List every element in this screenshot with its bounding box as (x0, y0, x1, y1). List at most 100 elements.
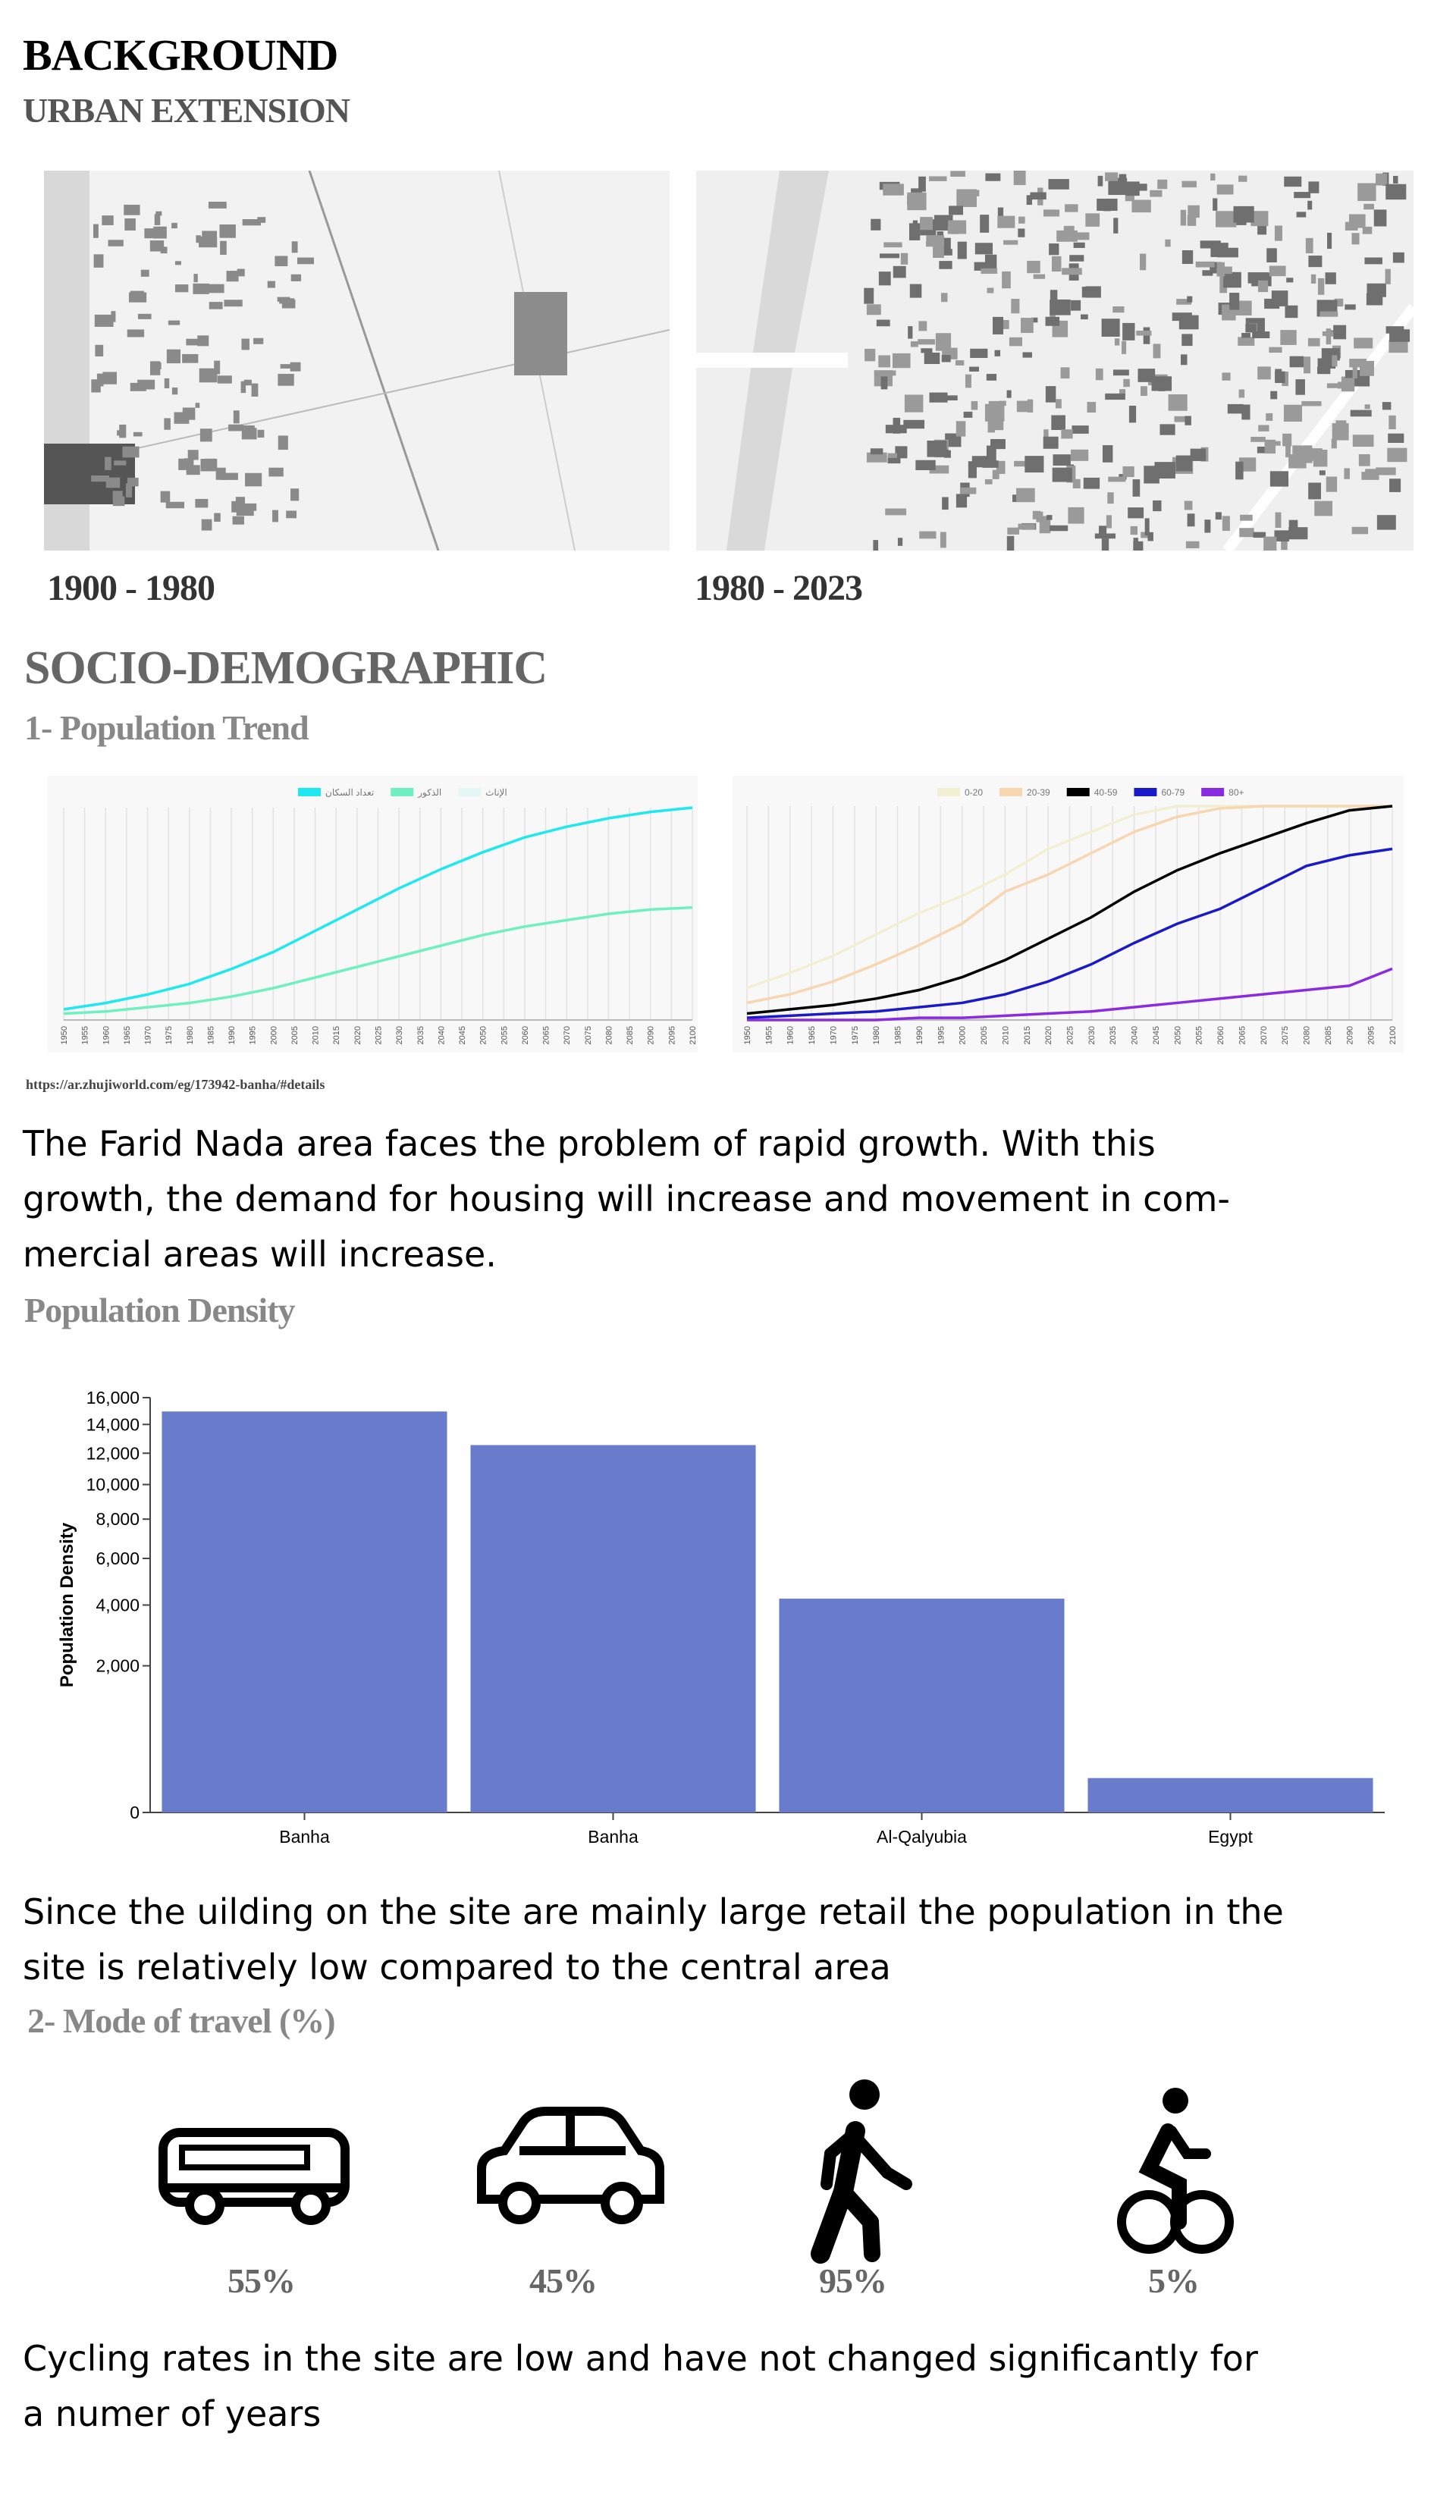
legend-label: 40-59 (1094, 787, 1118, 798)
x-tick-label: 2020 (353, 1026, 362, 1044)
x-tick-label: 2065 (1238, 1026, 1247, 1044)
paragraph-line: Since the uilding on the site are mainly… (23, 1891, 1284, 1932)
x-tick-label: 1975 (165, 1026, 174, 1044)
x-tick-label: 1995 (937, 1026, 946, 1044)
paragraph: Cycling rates in the site are low and ha… (23, 2331, 1258, 2442)
legend-swatch (391, 788, 414, 796)
series-line (746, 805, 1392, 1005)
x-tick-label: 2100 (689, 1026, 698, 1044)
x-tick-label: 2015 (1023, 1026, 1032, 1044)
x-tick-label: 2095 (667, 1026, 676, 1044)
paragraph-line: site is relatively low compared to the c… (23, 1947, 891, 1988)
x-tick-label: 2100 (1389, 1026, 1398, 1044)
x-tick-label: Banha (588, 1827, 639, 1847)
x-tick-label: 2050 (479, 1026, 488, 1044)
section-subtitle: 1- Population Trend (24, 708, 309, 747)
bar-chart: 0 2,000 4,000 6,000 8,000 10,000 12,000 14,000 1… (57, 1388, 1385, 1847)
x-tick-label: Banha (279, 1827, 330, 1847)
legend-swatch (1134, 788, 1157, 796)
x-tick-label: 2080 (1303, 1026, 1312, 1044)
legend-label: 80+ (1228, 787, 1244, 798)
x-tick-label: 2035 (1109, 1026, 1118, 1044)
x-tick-label: 2020 (1044, 1026, 1053, 1044)
series-line (747, 967, 1393, 1021)
bar (779, 1599, 1065, 1812)
x-tick-label: 2080 (604, 1026, 613, 1044)
x-tick-label: 2070 (563, 1026, 572, 1044)
x-tick-label: Al-Qalyubia (877, 1827, 967, 1847)
legend-swatch (1066, 788, 1090, 796)
x-tick-label: 1965 (808, 1026, 817, 1044)
x-tick-label: 2055 (1195, 1026, 1204, 1044)
series-line (746, 805, 1393, 1015)
title: BACKGROUND (23, 30, 338, 80)
car-icon (477, 2107, 664, 2224)
x-tick-label: Egypt (1208, 1827, 1253, 1847)
bar (162, 1411, 447, 1812)
x-tick-label: 1970 (144, 1026, 153, 1044)
mode-percent: 55% (228, 2261, 296, 2300)
x-tick-label: 2060 (1216, 1026, 1225, 1044)
y-tick-label: 2,000 (96, 1656, 140, 1676)
subtitle: URBAN EXTENSION (23, 91, 350, 130)
travel-icons (158, 2079, 1234, 2264)
walk-icon (811, 2079, 912, 2264)
x-tick-label: 1990 (228, 1026, 237, 1044)
x-tick-label: 2040 (1131, 1026, 1140, 1044)
section-subtitle: 2- Mode of travel (%) (27, 2001, 336, 2040)
map-new (696, 171, 1414, 551)
legend-swatch (1201, 788, 1225, 796)
legend-label: 60-79 (1161, 787, 1185, 798)
y-tick-label: 8,000 (96, 1509, 140, 1529)
map-label: 1900 - 1980 (47, 568, 215, 608)
x-tick-label: 2040 (437, 1026, 446, 1044)
bike-icon (1117, 2088, 1234, 2254)
x-tick-label: 2050 (1173, 1026, 1182, 1044)
x-tick-label: 2010 (1001, 1026, 1010, 1044)
mode-percent: 5% (1148, 2261, 1200, 2300)
section-title: SOCIO-DEMOGRAPHIC (24, 642, 548, 694)
y-tick-label: 14,000 (86, 1414, 140, 1434)
x-tick-label: 1970 (829, 1026, 838, 1044)
x-tick-label: 2075 (584, 1026, 593, 1044)
y-tick-label: 0 (130, 1803, 140, 1822)
y-tick-label: 4,000 (96, 1596, 140, 1615)
y-tick-label: 10,000 (86, 1475, 140, 1495)
x-tick-label: 2045 (458, 1026, 467, 1044)
x-tick-label: 1955 (764, 1026, 774, 1044)
line-chart: 1950 1955 1960 1965 1970 1975 1980 1985 1990 1995… (733, 776, 1404, 1053)
x-tick-label: 2095 (1367, 1026, 1376, 1044)
x-tick-label: 2030 (395, 1026, 404, 1044)
x-tick-label: 2030 (1087, 1026, 1097, 1044)
x-tick-label: 2045 (1152, 1026, 1161, 1044)
y-tick-label: 16,000 (86, 1388, 140, 1407)
legend-label: 20-39 (1027, 787, 1050, 798)
chart-title: Population Density (24, 1291, 295, 1329)
x-tick-label: 2005 (290, 1026, 300, 1044)
x-tick-label: 2000 (269, 1026, 278, 1044)
mode-percent: 95% (819, 2261, 887, 2300)
paragraph: The Farid Nada area faces the problem of… (23, 1116, 1230, 1282)
bar (470, 1445, 756, 1812)
y-tick-label: 12,000 (86, 1443, 140, 1463)
map-old (44, 171, 670, 551)
x-tick-label: 2055 (500, 1026, 509, 1044)
x-tick-label: 2090 (647, 1026, 656, 1044)
x-tick-label: 2000 (959, 1026, 968, 1044)
legend-label: تعداد السكان (325, 787, 374, 798)
series-line (63, 905, 693, 1015)
x-tick-label: 2090 (1345, 1026, 1354, 1044)
x-tick-label: 1980 (186, 1026, 195, 1044)
bar (1087, 1778, 1373, 1812)
paragraph-line: The Farid Nada area faces the problem of… (23, 1123, 1156, 1164)
legend-swatch (937, 788, 960, 796)
x-tick-label: 2085 (626, 1026, 635, 1044)
plot-background (733, 776, 1404, 1053)
x-tick-label: 2025 (1066, 1026, 1075, 1044)
x-tick-label: 1985 (206, 1026, 215, 1044)
x-tick-label: 1950 (743, 1026, 752, 1044)
legend-swatch (458, 788, 482, 796)
paragraph: Since the uilding on the site are mainly… (23, 1885, 1284, 1995)
x-tick-label: 2085 (1324, 1026, 1333, 1044)
